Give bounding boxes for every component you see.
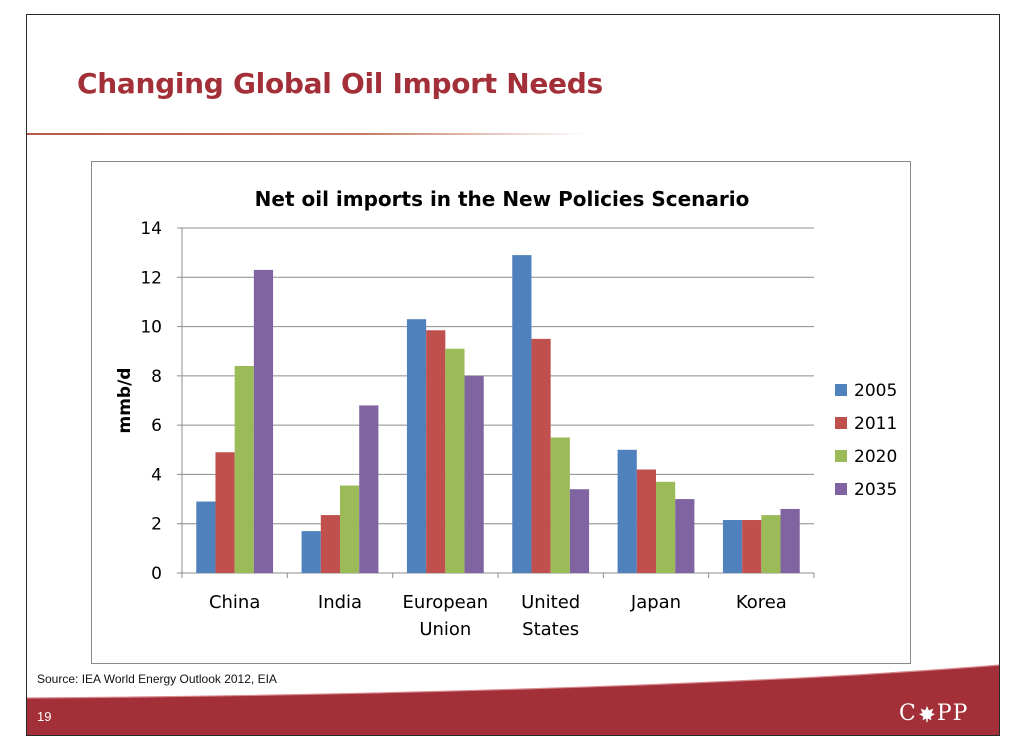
bar-2020-4 [656, 481, 676, 573]
bar-2035-4 [675, 499, 695, 573]
bar-2005-0 [196, 501, 216, 573]
bar-2020-1 [340, 485, 360, 573]
legend-label-2011: 2011 [854, 414, 897, 434]
x-tick-label: India [318, 592, 362, 613]
legend-swatch-2020 [835, 450, 847, 462]
x-tick-label: Japan [630, 592, 681, 613]
logo-letter-c: C [899, 701, 917, 726]
source-note: Source: IEA World Energy Outlook 2012, E… [37, 672, 277, 686]
x-tick-label: Korea [736, 592, 787, 613]
bar-2035-3 [569, 489, 590, 573]
capp-logo: C PP [899, 701, 968, 726]
y-tick-label: 6 [151, 416, 162, 436]
logo-letters-pp: PP [936, 701, 969, 726]
bar-2035-2 [464, 375, 484, 573]
bar-2005-1 [301, 531, 321, 573]
y-axis-label: mmb/d [115, 368, 135, 434]
maple-leaf-icon [918, 705, 935, 722]
slide: Changing Global Oil Import Needs Net oil… [26, 14, 1000, 736]
bar-2035-0 [253, 269, 274, 573]
x-tick-label: United [521, 592, 580, 613]
bar-2011-1 [320, 515, 340, 573]
bar-2020-2 [445, 348, 465, 573]
y-tick-label: 8 [151, 367, 162, 387]
bar-2011-5 [742, 520, 762, 573]
bar-2011-4 [636, 469, 656, 573]
legend-label-2005: 2005 [854, 381, 897, 401]
legend-swatch-2005 [835, 384, 847, 396]
legend-swatch-2035 [835, 483, 847, 495]
chart-frame: Net oil imports in the New Policies Scen… [91, 161, 911, 664]
x-tick-label: China [209, 592, 260, 613]
bar-2035-1 [359, 405, 379, 573]
x-tick-label: States [522, 619, 579, 640]
y-tick-label: 10 [140, 318, 162, 338]
y-tick-label: 0 [151, 564, 162, 584]
legend-label-2020: 2020 [854, 447, 897, 467]
bar-2020-5 [761, 515, 781, 573]
bar-2005-2 [406, 319, 427, 573]
bar-2020-0 [234, 366, 254, 573]
x-tick-label: European [402, 592, 488, 613]
bar-2020-3 [550, 437, 570, 573]
page-number: 19 [37, 709, 52, 724]
legend-label-2035: 2035 [854, 480, 897, 500]
y-tick-label: 14 [140, 219, 162, 239]
footer-band [27, 664, 999, 735]
chart-title: Net oil imports in the New Policies Scen… [255, 187, 750, 211]
title-divider [27, 133, 587, 135]
bar-2005-5 [722, 520, 743, 573]
bar-2005-3 [512, 255, 532, 573]
bar-2035-5 [780, 508, 800, 573]
y-tick-label: 2 [151, 515, 162, 535]
x-tick-label: Union [419, 619, 471, 640]
bar-chart: Net oil imports in the New Policies Scen… [115, 187, 897, 640]
slide-title: Changing Global Oil Import Needs [77, 67, 603, 100]
bar-2011-2 [426, 330, 446, 573]
y-tick-label: 4 [151, 465, 162, 485]
y-tick-label: 12 [140, 268, 162, 288]
legend-swatch-2011 [835, 417, 847, 429]
bar-2005-4 [617, 449, 637, 573]
bar-2011-0 [215, 452, 235, 573]
bar-2011-3 [531, 338, 551, 573]
